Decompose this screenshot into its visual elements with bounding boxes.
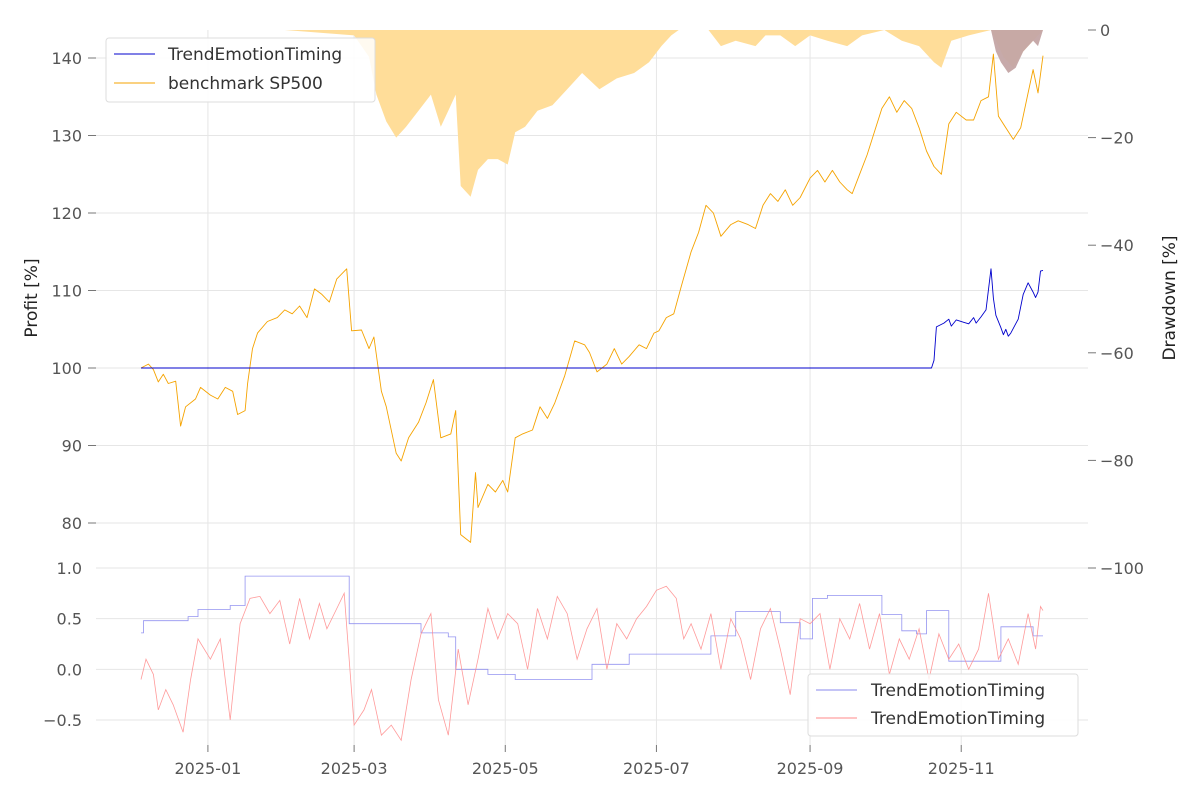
grid-layer	[96, 30, 1088, 745]
y-axis-label-drawdown: Drawdown [%]	[1160, 235, 1180, 360]
series-line-bottom-emotion	[140, 585, 1044, 742]
y-tick-label-drawdown: −40	[1100, 236, 1134, 255]
y-tick-label-bottom: 0.0	[57, 660, 82, 679]
y-tick-label-main: 110	[51, 282, 82, 301]
drawdown-layer	[141, 30, 1043, 197]
x-tick-label: 2025-03	[321, 759, 388, 778]
y-tick-label-drawdown: 0	[1100, 21, 1110, 40]
legend-top-label-strategy: TrendEmotionTiming	[167, 45, 342, 65]
y-tick-label-drawdown: −20	[1100, 129, 1134, 148]
x-tick-label: 2025-01	[174, 759, 241, 778]
series-line-bottom-strategy	[141, 575, 1043, 680]
bottom-lines	[140, 575, 1044, 742]
main-lines	[140, 53, 1044, 543]
legend-bottom-label-2: TrendEmotionTiming	[870, 709, 1045, 729]
y-tick-label-main: 80	[62, 514, 82, 533]
legend-bottom-box	[807, 673, 1079, 737]
legend-bottom: TrendEmotionTiming TrendEmotionTiming	[807, 673, 1079, 737]
y-tick-label-drawdown: −60	[1100, 344, 1134, 363]
y-tick-label-bottom: −0.5	[43, 711, 82, 730]
y-tick-label-main: 140	[51, 49, 82, 68]
legend-bottom-label-1: TrendEmotionTiming	[870, 681, 1045, 701]
drawdown-area-strategy	[991, 30, 1043, 73]
y-tick-label-main: 100	[51, 359, 82, 378]
legend-top-box	[105, 37, 376, 103]
y-tick-label-drawdown: −100	[1100, 559, 1144, 578]
y-tick-label-main: 90	[62, 437, 82, 456]
x-tick-label: 2025-07	[623, 759, 690, 778]
ticks-layer: 80 90 100 110 120 130 140 1.0 0.5 0.0 −0.5 2025-01 2…	[43, 21, 1144, 778]
x-tick-label: 2025-09	[777, 759, 844, 778]
x-tick-label: 2025-05	[472, 759, 539, 778]
drawdown-area-benchmark	[141, 30, 1043, 197]
y-axis-label-profit: Profit [%]	[22, 258, 42, 337]
legend-top-label-benchmark: benchmark SP500	[168, 74, 323, 94]
y-tick-label-main: 120	[51, 204, 82, 223]
series-line-strategy	[141, 268, 1044, 369]
y-tick-label-bottom: 0.5	[57, 610, 82, 629]
y-tick-label-bottom: 1.0	[57, 559, 82, 578]
y-tick-label-main: 130	[51, 127, 82, 146]
x-tick-label: 2025-11	[928, 759, 995, 778]
series-line-benchmark	[140, 53, 1044, 543]
legend-top: TrendEmotionTiming benchmark SP500	[105, 37, 376, 103]
y-tick-label-drawdown: −80	[1100, 451, 1134, 470]
